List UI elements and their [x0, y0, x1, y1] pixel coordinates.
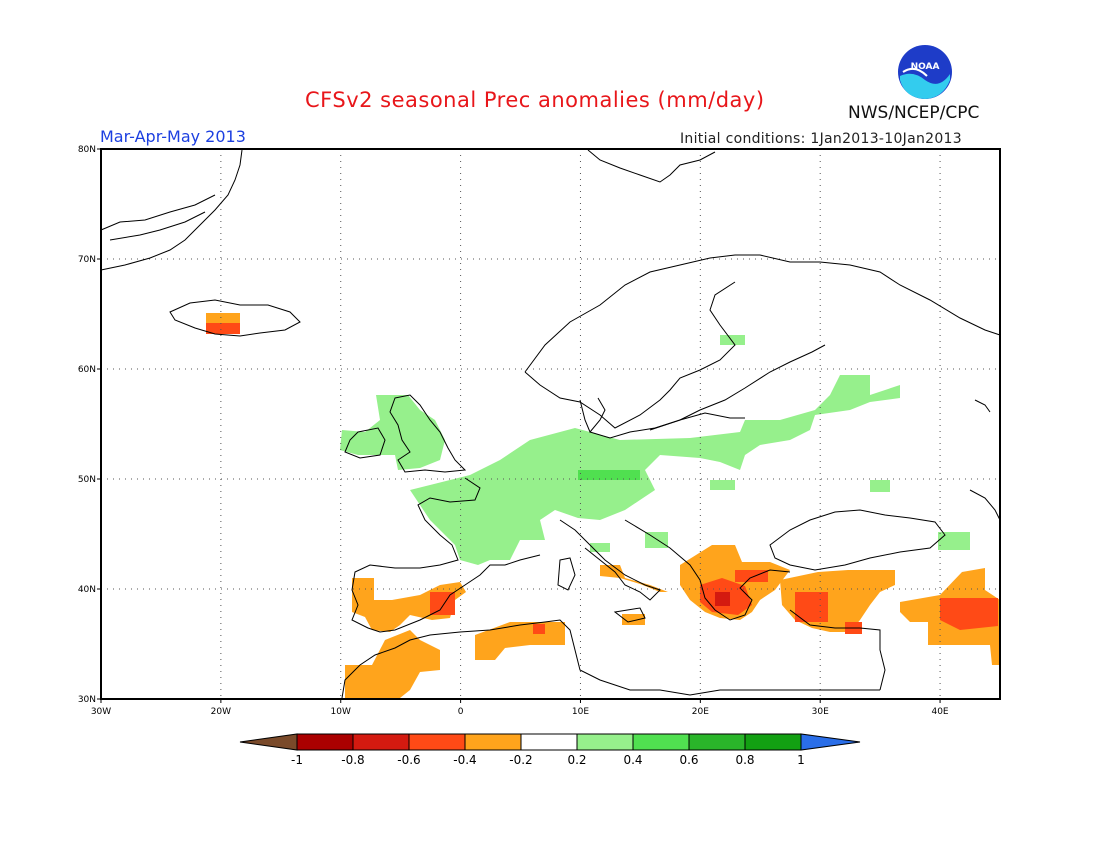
coastline — [351, 477, 541, 633]
anomaly-patch — [940, 598, 998, 630]
anomaly-patch — [410, 375, 900, 565]
season-label: Mar-Apr-May 2013 — [100, 127, 246, 146]
anomaly-patch — [938, 532, 970, 550]
lat-tick-label: 60N — [78, 365, 96, 375]
coastline — [974, 399, 991, 413]
lon-tick-label: 30W — [91, 707, 111, 717]
colorbar-segment — [352, 733, 410, 751]
logo-text: NOAA — [911, 62, 940, 72]
anomaly-patch — [735, 570, 768, 582]
anomaly-patch — [352, 578, 466, 632]
lon-tick-label: 0 — [458, 707, 464, 717]
coastline — [341, 619, 880, 699]
coastline — [344, 427, 386, 459]
anomaly-patch — [715, 592, 730, 606]
colorbar-segment — [688, 733, 746, 751]
lon-tick-label: 10E — [572, 707, 589, 717]
anomaly-patch — [720, 335, 745, 345]
coastline — [789, 609, 886, 691]
anomaly-patch — [475, 622, 565, 660]
coastline — [524, 281, 736, 429]
anomaly-patch — [340, 395, 445, 470]
coastline — [109, 211, 206, 241]
anomaly-patch — [710, 480, 735, 490]
lon-tick-label: 30E — [812, 707, 829, 717]
colorbar-tick-label: 0.6 — [679, 753, 698, 767]
colorbar-tick-label: 0.8 — [735, 753, 754, 767]
coastline — [169, 299, 301, 337]
coastline — [389, 394, 467, 473]
coastline — [589, 412, 745, 439]
chart-title: CFSv2 seasonal Prec anomalies (mm/day) — [305, 88, 765, 112]
colorbar-tick-label: -0.4 — [453, 753, 476, 767]
lat-tick-label: 80N — [78, 145, 96, 155]
colorbar-arrow-high — [800, 733, 861, 751]
anomaly-patch — [345, 630, 440, 698]
colorbar-segment — [296, 733, 354, 751]
colorbar: -1 -0.8 -0.6 -0.4 -0.2 0.2 0.4 0.6 0.8 1 — [239, 733, 861, 767]
lat-tick-label: 50N — [78, 475, 96, 485]
coastline — [649, 344, 826, 431]
anomaly-layer — [206, 313, 1000, 698]
anomaly-patch — [600, 565, 668, 592]
colorbar-tick-label: -0.8 — [341, 753, 364, 767]
colorbar-segment — [744, 733, 802, 751]
lat-tick-label: 70N — [78, 255, 96, 265]
anomaly-patch — [206, 323, 240, 334]
coastline — [559, 519, 661, 601]
colorbar-segment — [576, 733, 634, 751]
coastline — [769, 509, 946, 571]
lon-tick-label: 10W — [331, 707, 351, 717]
colorbar-segment — [520, 733, 578, 751]
lon-tick-label: 20E — [692, 707, 709, 717]
colorbar-segment — [464, 733, 522, 751]
anomaly-patch — [870, 480, 890, 492]
colorbar-tick-label: -1 — [291, 753, 303, 767]
coastline — [524, 254, 1001, 373]
anomaly-patch — [533, 624, 545, 634]
coastline — [579, 397, 606, 433]
lon-tick-label: 20W — [211, 707, 231, 717]
colorbar-arrow-low — [239, 733, 298, 751]
colorbar-tick-label: 1 — [797, 753, 805, 767]
coastline — [100, 149, 243, 271]
colorbar-tick-label: 0.4 — [623, 753, 642, 767]
anomaly-patch — [578, 470, 640, 480]
coastline — [587, 149, 716, 183]
coastlines — [100, 149, 1001, 699]
coastline — [100, 194, 216, 231]
agency-label: NWS/NCEP/CPC — [848, 103, 980, 123]
initial-conditions-label: Initial conditions: 1Jan2013-10Jan2013 — [680, 131, 962, 147]
noaa-logo: NOAA — [896, 43, 954, 101]
coastline — [969, 489, 1001, 521]
colorbar-tick-label: 0.2 — [567, 753, 586, 767]
coastline — [557, 557, 576, 591]
colorbar-tick-label: -0.2 — [509, 753, 532, 767]
colorbar-segment — [408, 733, 466, 751]
lon-tick-label: 40E — [931, 707, 948, 717]
lat-tick-label: 40N — [78, 585, 96, 595]
lat-tick-label: 30N — [78, 695, 96, 705]
coastline — [624, 519, 791, 621]
map-frame — [100, 148, 1001, 700]
colorbar-segment — [632, 733, 690, 751]
graticule — [101, 149, 1000, 699]
anomaly-patch — [430, 592, 455, 615]
colorbar-tick-label: -0.6 — [397, 753, 420, 767]
coastline — [613, 607, 646, 623]
